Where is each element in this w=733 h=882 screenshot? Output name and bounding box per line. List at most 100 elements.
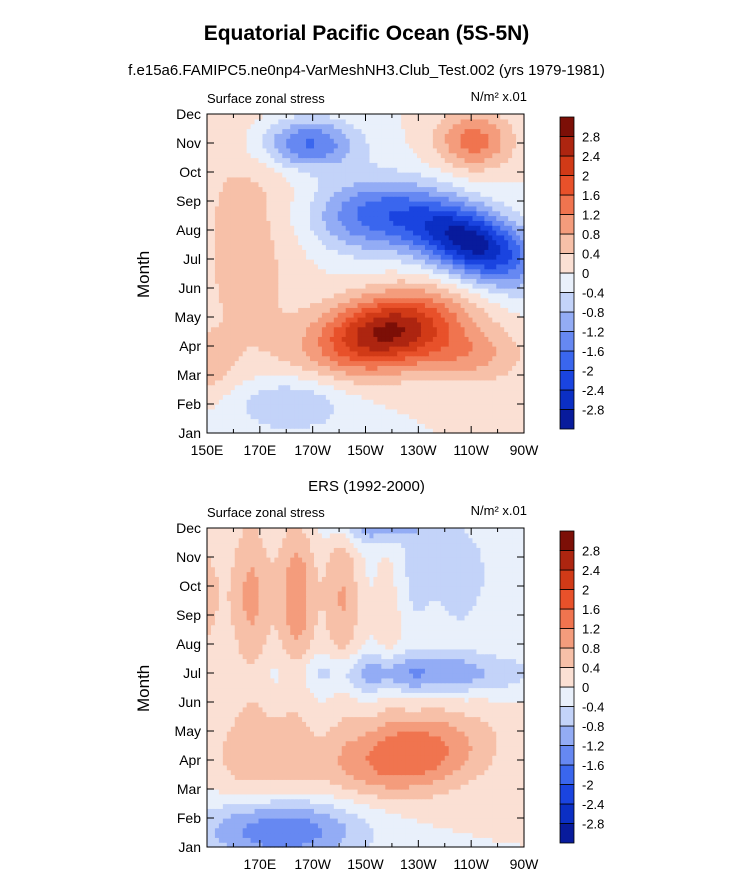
heatmap-cell xyxy=(226,399,232,405)
heatmap-cell xyxy=(246,172,252,178)
heatmap-cell xyxy=(409,239,414,246)
heatmap-cell xyxy=(341,201,347,207)
heatmap-cell xyxy=(222,157,228,163)
heatmap-cell xyxy=(214,389,220,395)
heatmap-cell xyxy=(258,336,264,342)
heatmap-cell xyxy=(230,201,236,207)
heatmap-cell xyxy=(417,384,422,391)
heatmap-cell xyxy=(337,302,343,308)
heatmap-cell xyxy=(302,263,307,270)
heatmap-cell xyxy=(337,167,343,173)
heatmap-cell xyxy=(500,428,505,434)
heatmap-cell xyxy=(353,176,359,183)
heatmap-cell xyxy=(508,186,513,192)
heatmap-cell xyxy=(353,288,359,294)
heatmap-cell xyxy=(313,259,319,265)
heatmap-cell xyxy=(452,196,458,202)
heatmap-cell xyxy=(488,172,493,178)
heatmap-cell xyxy=(405,230,410,236)
heatmap-cell xyxy=(226,278,232,284)
heatmap-cell xyxy=(432,307,438,313)
heatmap-cell xyxy=(357,389,363,395)
heatmap-cell xyxy=(496,350,501,357)
heatmap-cell xyxy=(480,399,485,405)
heatmap-cell xyxy=(373,263,378,270)
heatmap-cell xyxy=(242,147,248,154)
heatmap-cell xyxy=(234,147,240,154)
heatmap-cell xyxy=(373,143,378,149)
heatmap-cell xyxy=(480,307,485,313)
heatmap-cell xyxy=(310,210,315,217)
heatmap-cell xyxy=(456,249,462,255)
heatmap-cell xyxy=(488,167,493,173)
heatmap-cell xyxy=(349,191,355,197)
heatmap-cell xyxy=(317,225,323,231)
heatmap-cell xyxy=(417,133,422,139)
heatmap-cell xyxy=(353,331,359,337)
heatmap-cell xyxy=(480,350,485,357)
heatmap-cell xyxy=(476,210,482,217)
heatmap-cell xyxy=(210,186,216,192)
heatmap-cell xyxy=(210,370,216,376)
heatmap-cell xyxy=(377,239,382,246)
heatmap-cell xyxy=(353,302,359,308)
heatmap-cell xyxy=(393,162,398,168)
heatmap-cell xyxy=(409,413,414,420)
heatmap-cell xyxy=(397,336,402,342)
heatmap-cell xyxy=(365,355,371,362)
heatmap-cell xyxy=(520,181,525,188)
heatmap-cell xyxy=(353,321,359,328)
heatmap-cell xyxy=(381,331,386,337)
heatmap-cell xyxy=(286,370,291,376)
heatmap-cell xyxy=(496,355,501,362)
heatmap-cell xyxy=(472,428,478,434)
heatmap-cell xyxy=(520,326,525,333)
heatmap-cell xyxy=(266,167,271,173)
heatmap-cell xyxy=(484,404,489,410)
heatmap-cell xyxy=(417,181,422,188)
heatmap-cell xyxy=(444,321,450,328)
heatmap-cell xyxy=(397,428,402,434)
heatmap-cell xyxy=(266,389,271,395)
heatmap-cell xyxy=(302,360,307,366)
heatmap-cell xyxy=(448,423,454,429)
heatmap-cell xyxy=(226,331,232,337)
heatmap-cell xyxy=(413,408,418,415)
heatmap-cell xyxy=(341,423,347,429)
heatmap-cell xyxy=(492,292,497,299)
heatmap-cell xyxy=(270,167,275,173)
heatmap-cell xyxy=(488,346,493,352)
heatmap-cell xyxy=(397,157,402,163)
heatmap-cell xyxy=(520,215,525,221)
heatmap-cell xyxy=(341,346,347,352)
heatmap-cell xyxy=(456,220,462,226)
heatmap-cell xyxy=(389,230,394,236)
heatmap-cell xyxy=(270,399,275,405)
heatmap-cell xyxy=(214,278,220,284)
heatmap-cell xyxy=(286,389,291,395)
heatmap-cell xyxy=(226,152,232,159)
heatmap-cell xyxy=(361,172,367,178)
heatmap-cell xyxy=(321,346,327,352)
heatmap-cell xyxy=(242,167,248,173)
heatmap-cell xyxy=(508,263,513,270)
heatmap-cell xyxy=(373,307,378,313)
heatmap-cell xyxy=(214,355,220,362)
heatmap-cell xyxy=(353,162,359,168)
heatmap-cell xyxy=(417,254,422,260)
heatmap-cell xyxy=(337,336,343,342)
heatmap-cell xyxy=(365,350,371,357)
heatmap-cell xyxy=(349,389,355,395)
heatmap-cell xyxy=(274,172,279,178)
heatmap-cell xyxy=(512,355,517,362)
heatmap-cell xyxy=(476,172,482,178)
heatmap-cell xyxy=(290,360,295,366)
heatmap-cell xyxy=(353,336,359,342)
heatmap-cell xyxy=(337,191,343,197)
heatmap-cell xyxy=(476,384,482,391)
heatmap-cell xyxy=(230,147,236,154)
heatmap-cell xyxy=(222,249,228,255)
heatmap-cell xyxy=(298,384,303,391)
heatmap-cell xyxy=(432,220,438,226)
heatmap-cell xyxy=(456,205,462,212)
